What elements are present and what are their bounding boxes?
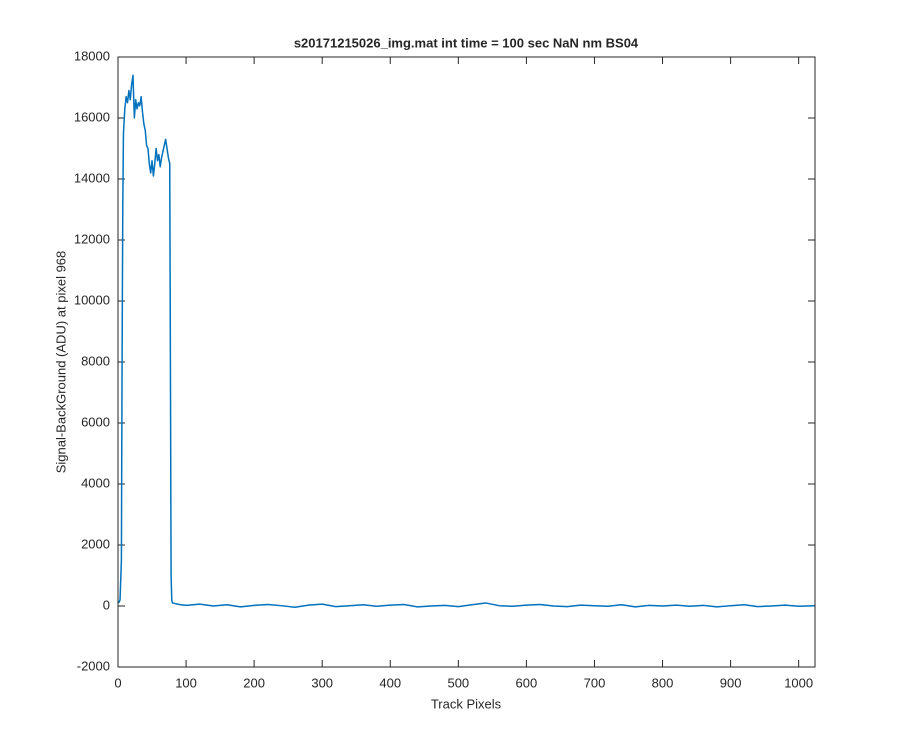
y-tick-label: 4000 <box>81 475 110 490</box>
data-line <box>117 74 816 608</box>
x-tick-label: 300 <box>311 675 333 690</box>
x-tick-label: 0 <box>114 675 121 690</box>
y-axis-label: Signal-BackGround (ADU) at pixel 968 <box>53 251 68 474</box>
y-tick-label: 16000 <box>74 109 110 124</box>
y-tick-label: 0 <box>103 597 110 612</box>
x-tick-label: 700 <box>584 675 606 690</box>
x-tick-label: 200 <box>243 675 265 690</box>
x-axis-label: Track Pixels <box>431 696 502 711</box>
y-tick-label: 2000 <box>81 536 110 551</box>
y-tick-label: 6000 <box>81 414 110 429</box>
x-tick-label: 500 <box>447 675 469 690</box>
x-tick-label: 1000 <box>784 675 813 690</box>
y-tick-label: 14000 <box>74 170 110 185</box>
y-tick-label: 10000 <box>74 292 110 307</box>
x-tick-label: 900 <box>720 675 742 690</box>
y-tick-label: 18000 <box>74 48 110 63</box>
y-tick-label: 12000 <box>74 231 110 246</box>
axes-box <box>117 56 816 668</box>
x-tick-label: 400 <box>379 675 401 690</box>
y-tick-label: 8000 <box>81 353 110 368</box>
x-tick-label: 800 <box>652 675 674 690</box>
chart-title: s20171215026_img.mat int time = 100 sec … <box>294 35 639 50</box>
x-tick-label: 100 <box>175 675 197 690</box>
y-tick-label: -2000 <box>77 658 110 673</box>
x-tick-label: 600 <box>516 675 538 690</box>
